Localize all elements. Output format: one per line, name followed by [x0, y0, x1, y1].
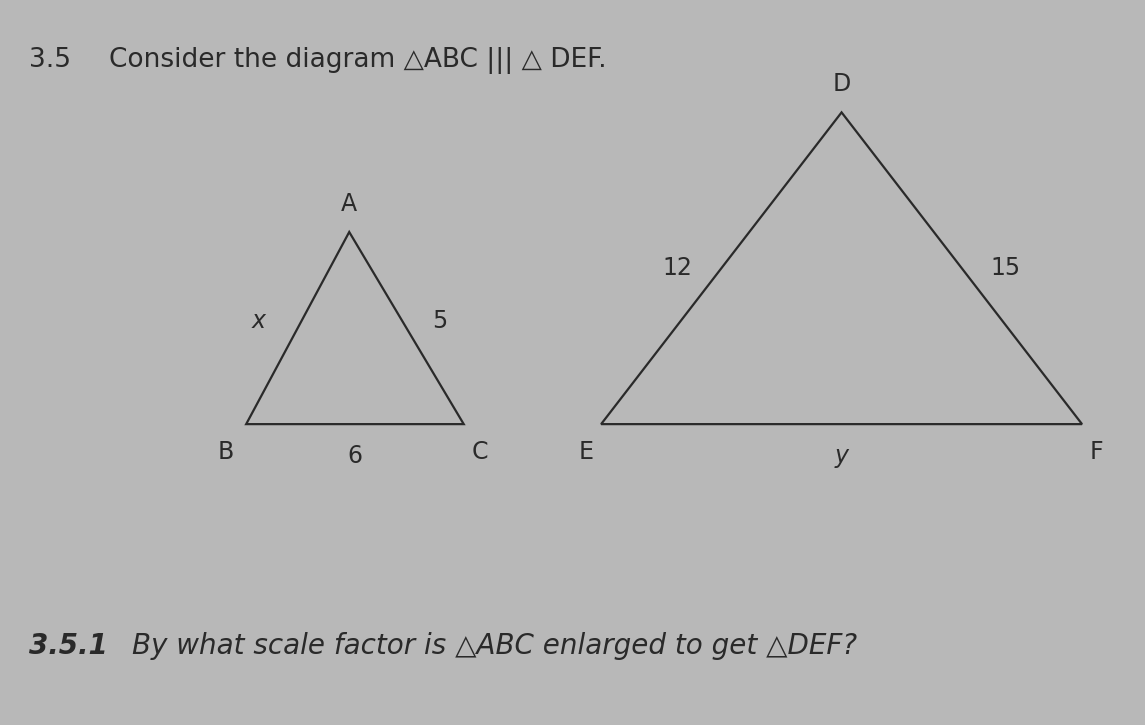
Text: 3.5.1: 3.5.1	[29, 631, 108, 660]
Text: x: x	[252, 309, 266, 333]
Text: F: F	[1090, 440, 1103, 464]
Text: y: y	[835, 444, 848, 468]
Text: 15: 15	[990, 256, 1020, 281]
Text: 12: 12	[663, 256, 693, 281]
Text: E: E	[578, 440, 593, 464]
Text: B: B	[218, 440, 234, 464]
Text: Consider the diagram △ABC ||| △ DEF.: Consider the diagram △ABC ||| △ DEF.	[109, 47, 607, 74]
Text: A: A	[341, 192, 357, 216]
Text: By what scale factor is △ABC enlarged to get △DEF?: By what scale factor is △ABC enlarged to…	[132, 631, 856, 660]
Text: 6: 6	[347, 444, 363, 468]
Text: 3.5: 3.5	[29, 47, 71, 73]
Text: 5: 5	[432, 309, 447, 333]
Text: C: C	[472, 440, 488, 464]
Text: D: D	[832, 72, 851, 96]
